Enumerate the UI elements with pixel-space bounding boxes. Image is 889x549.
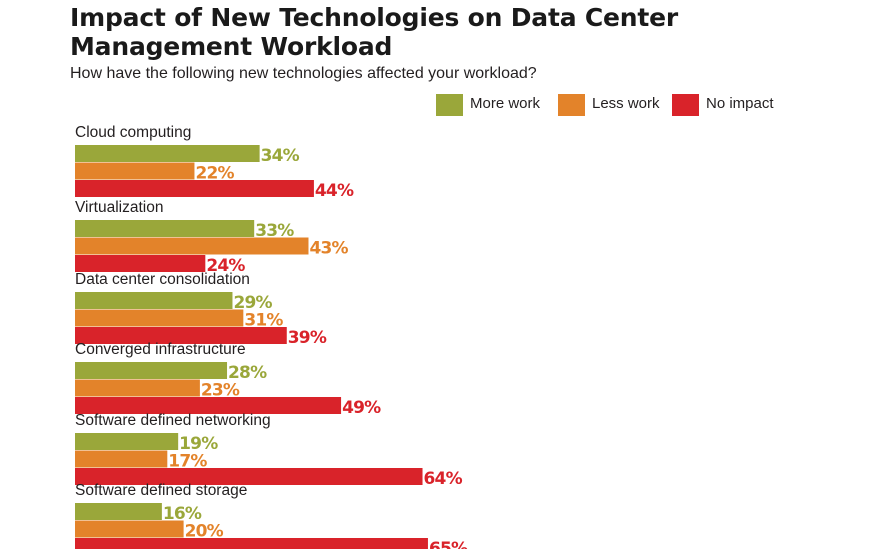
bar-virtualization-no-impact bbox=[75, 255, 206, 272]
value-label-data-center-consolidation-no-impact: 39% bbox=[288, 328, 327, 348]
bar-data-center-consolidation-less-work bbox=[75, 309, 244, 327]
bar-software-defined-storage-less-work bbox=[75, 520, 184, 538]
legend-swatch-more-work bbox=[436, 94, 463, 116]
chart-subtitle: How have the following new technologies … bbox=[70, 65, 537, 82]
category-label-software-defined-networking: Software defined networking bbox=[75, 412, 271, 429]
value-label-software-defined-storage-less-work: 20% bbox=[185, 522, 224, 542]
value-label-software-defined-networking-less-work: 17% bbox=[168, 452, 207, 472]
value-label-converged-infrastructure-less-work: 23% bbox=[201, 381, 240, 401]
value-label-software-defined-storage-more-work: 16% bbox=[163, 504, 202, 524]
value-label-converged-infrastructure-more-work: 28% bbox=[228, 363, 267, 383]
bar-software-defined-networking-no-impact bbox=[75, 468, 423, 485]
category-label-virtualization: Virtualization bbox=[75, 199, 163, 216]
value-label-cloud-computing-less-work: 22% bbox=[195, 164, 234, 184]
value-label-cloud-computing-no-impact: 44% bbox=[315, 181, 354, 201]
legend-label-less-work: Less work bbox=[592, 95, 660, 112]
chart-title: Impact of New Technologies on Data Cente… bbox=[70, 3, 679, 61]
bar-software-defined-networking-less-work bbox=[75, 450, 168, 468]
value-label-software-defined-networking-no-impact: 64% bbox=[424, 469, 463, 489]
bar-cloud-computing-less-work bbox=[75, 162, 195, 180]
category-label-software-defined-storage: Software defined storage bbox=[75, 482, 247, 499]
bar-virtualization-less-work bbox=[75, 237, 309, 255]
legend-label-more-work: More work bbox=[470, 95, 541, 112]
category-label-cloud-computing: Cloud computing bbox=[75, 124, 191, 141]
bar-software-defined-storage-no-impact bbox=[75, 538, 428, 549]
value-label-cloud-computing-more-work: 34% bbox=[261, 146, 300, 166]
value-label-data-center-consolidation-more-work: 29% bbox=[233, 293, 272, 313]
value-label-converged-infrastructure-no-impact: 49% bbox=[342, 398, 381, 418]
bar-data-center-consolidation-more-work bbox=[75, 292, 233, 309]
bar-virtualization-more-work bbox=[75, 220, 255, 237]
bar-converged-infrastructure-more-work bbox=[75, 362, 228, 379]
bar-software-defined-networking-more-work bbox=[75, 433, 179, 450]
legend-swatch-no-impact bbox=[672, 94, 699, 116]
value-label-virtualization-no-impact: 24% bbox=[206, 256, 245, 276]
bar-converged-infrastructure-less-work bbox=[75, 379, 200, 397]
legend-swatch-less-work bbox=[558, 94, 585, 116]
legend-label-no-impact: No impact bbox=[706, 95, 774, 112]
value-label-virtualization-less-work: 43% bbox=[309, 239, 348, 259]
value-label-data-center-consolidation-less-work: 31% bbox=[244, 311, 283, 331]
value-label-software-defined-networking-more-work: 19% bbox=[179, 434, 218, 454]
bar-software-defined-storage-more-work bbox=[75, 503, 162, 520]
bar-data-center-consolidation-no-impact bbox=[75, 327, 287, 344]
bar-cloud-computing-more-work bbox=[75, 145, 260, 162]
value-label-virtualization-more-work: 33% bbox=[255, 221, 294, 241]
bar-cloud-computing-no-impact bbox=[75, 180, 314, 197]
category-label-data-center-consolidation: Data center consolidation bbox=[75, 271, 250, 288]
bar-converged-infrastructure-no-impact bbox=[75, 397, 342, 414]
value-label-software-defined-storage-no-impact: 65% bbox=[429, 539, 468, 549]
category-label-converged-infrastructure: Converged infrastructure bbox=[75, 341, 246, 358]
